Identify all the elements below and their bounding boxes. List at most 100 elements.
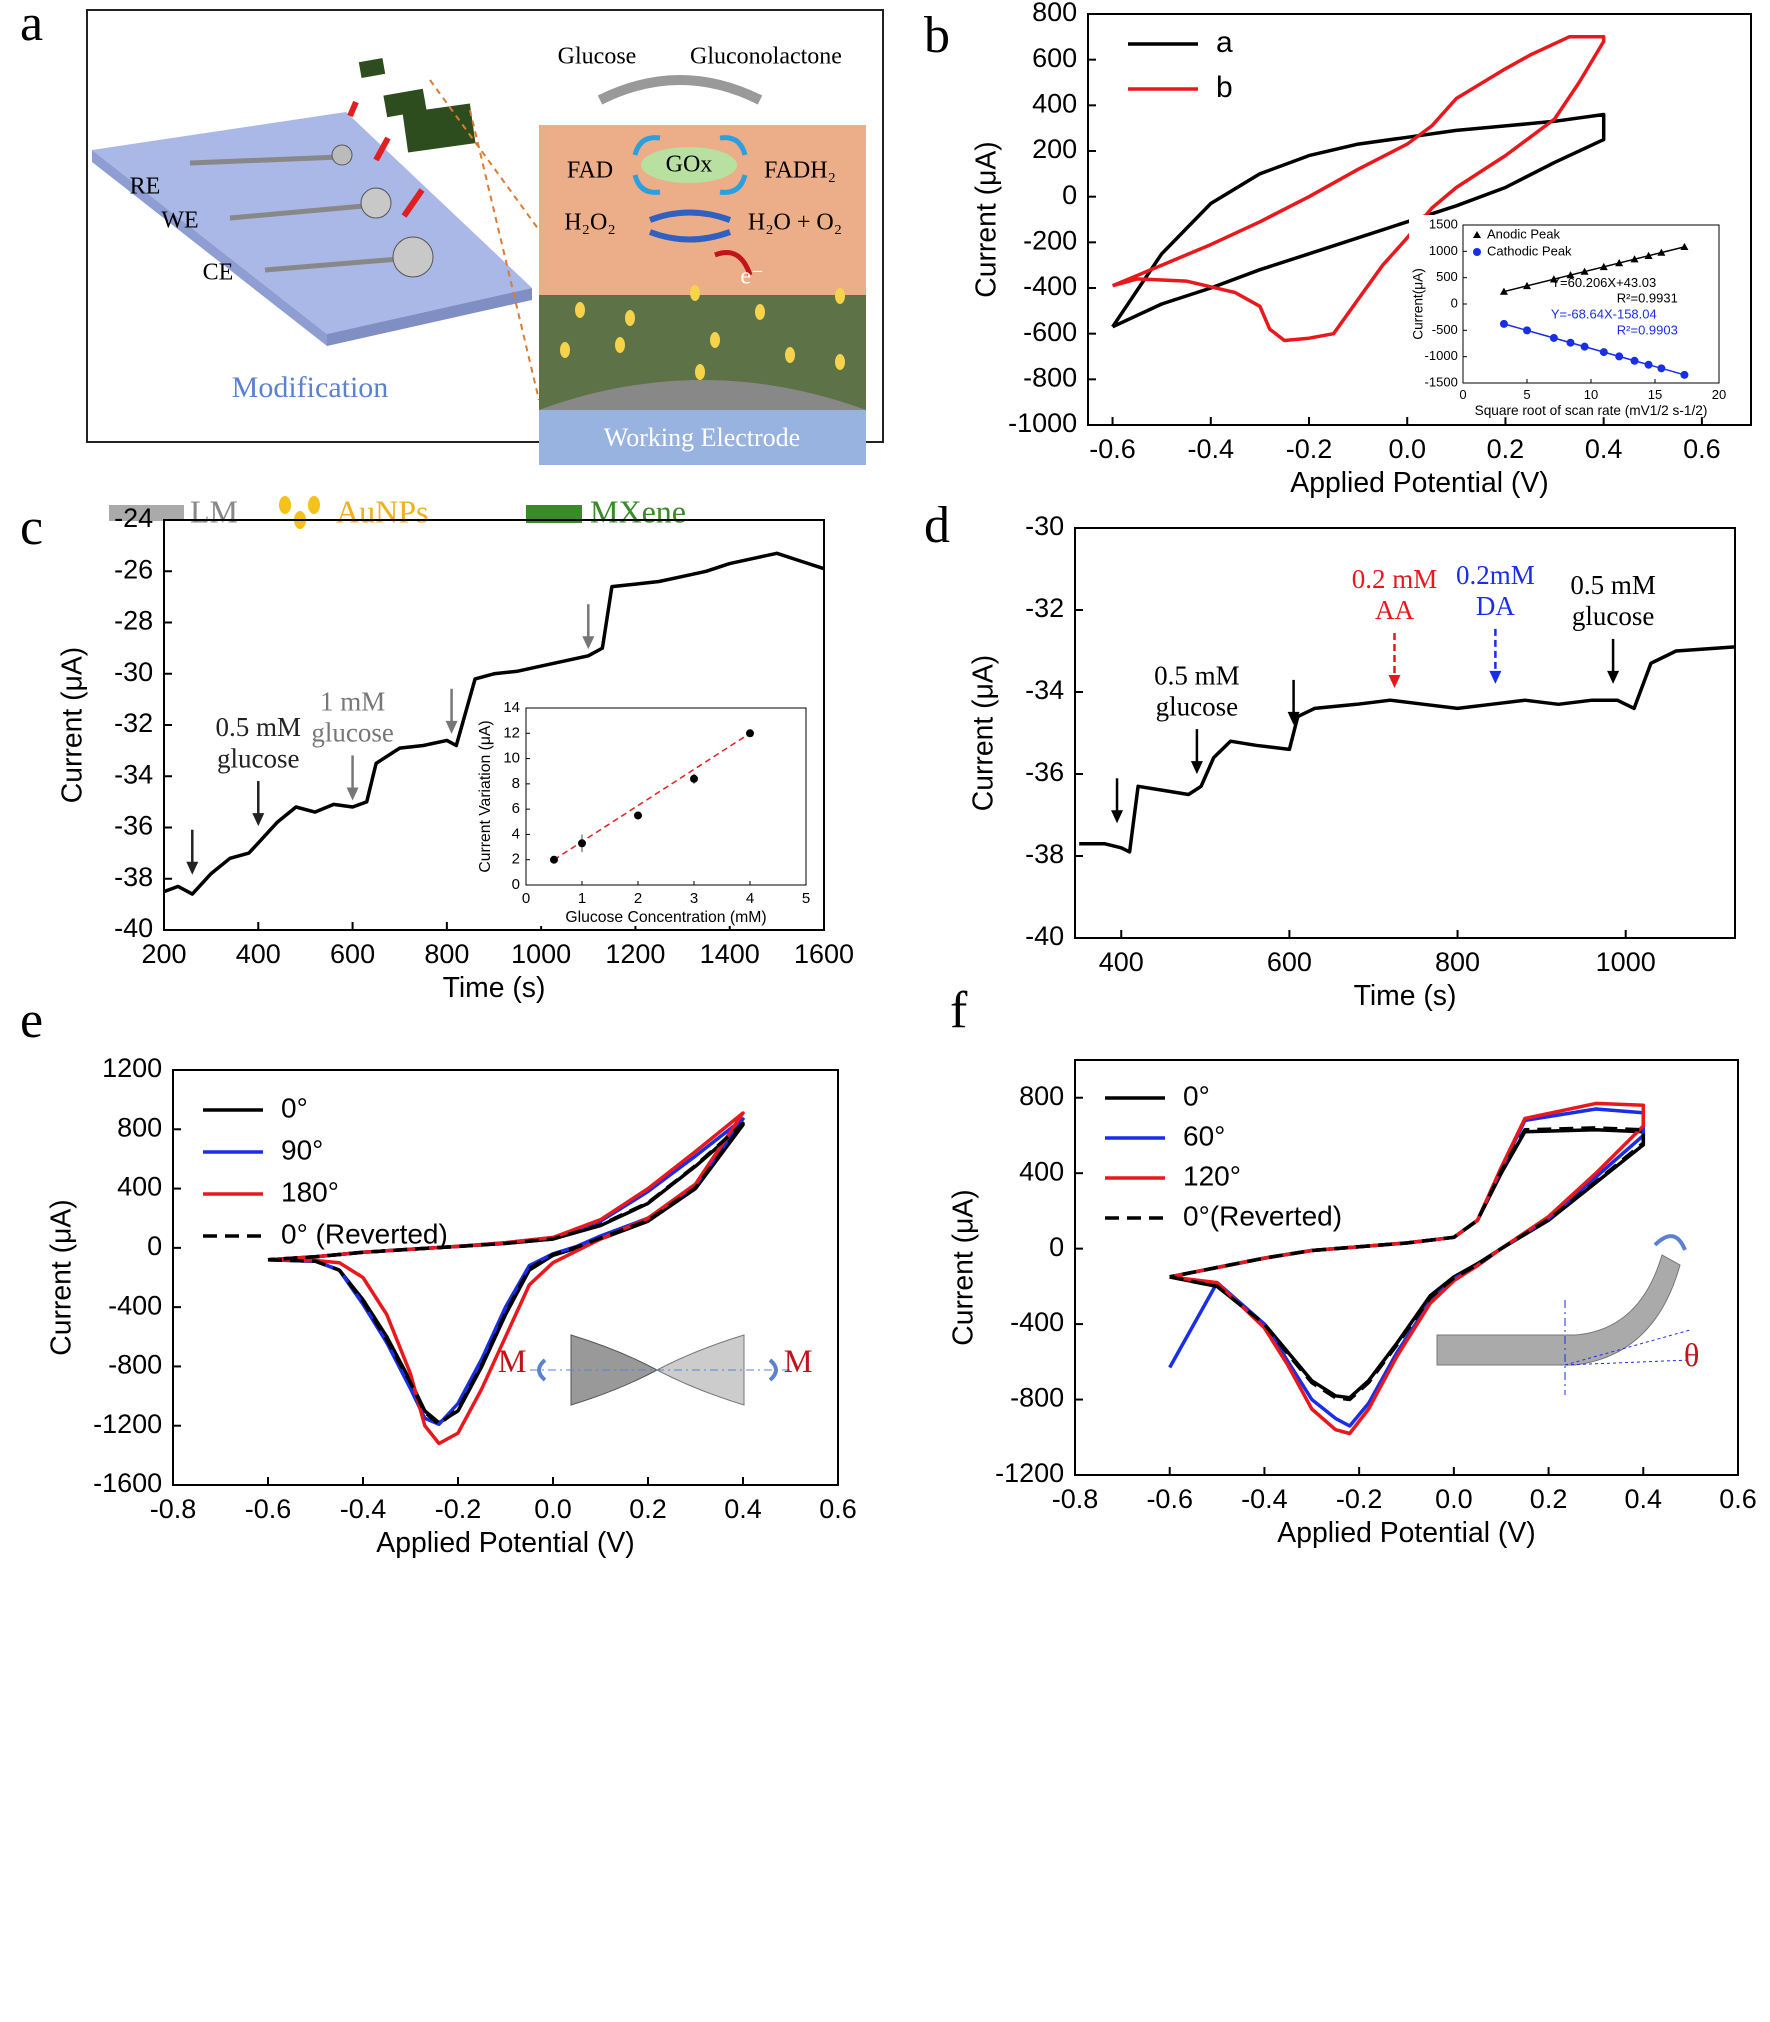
y-tick-label: -38	[114, 862, 153, 892]
annotation: M	[784, 1344, 813, 1380]
arrow-head	[1489, 670, 1502, 684]
panel-label: b	[924, 7, 950, 64]
y-tick-label: -400	[1023, 271, 1077, 301]
data-point	[1644, 360, 1653, 369]
x-tick-label: -0.2	[435, 1494, 482, 1524]
y-tick-label: -38	[1025, 839, 1064, 869]
x-tick-label: 0.0	[1435, 1484, 1473, 1514]
legend-label: 0°	[281, 1092, 308, 1123]
y-tick-label: 400	[117, 1172, 162, 1202]
legend-label: 60°	[1183, 1120, 1225, 1151]
x-tick-label: 20	[1712, 387, 1726, 402]
y-tick-label: -24	[114, 503, 153, 533]
x-tick-label: -0.6	[1089, 434, 1136, 464]
y-tick-label: 1200	[102, 1053, 162, 1083]
legend-label: a	[1216, 26, 1233, 59]
chart-panel: 400 600 800 1000 -40 -38 -36 -34 -32 -30 Time (s) C…	[924, 497, 1736, 1012]
legend-label: 120°	[1183, 1160, 1241, 1191]
y-tick-label: 0	[512, 876, 520, 893]
lead	[264, 255, 412, 273]
x-tick-label: 1200	[605, 939, 665, 969]
x-tick-label: -0.4	[340, 1494, 387, 1524]
y-tick-label: 0	[1451, 295, 1458, 310]
y-tick-label: 8	[512, 775, 520, 792]
legend-label: b	[1216, 71, 1233, 104]
gox	[641, 147, 737, 183]
x-tick-label: -0.4	[1188, 434, 1235, 464]
y-axis-title: Current(μA)	[1411, 268, 1426, 340]
annotation: θ	[1684, 1338, 1700, 1374]
y-tick-label: -1600	[93, 1468, 162, 1498]
fit-line	[1503, 246, 1685, 293]
data-line	[267, 1121, 745, 1426]
x-tick-label: 600	[330, 939, 375, 969]
data-point	[1630, 356, 1639, 365]
y-tick-label: 4	[512, 825, 520, 842]
label: RE	[130, 174, 161, 200]
y-tick-label: -32	[114, 708, 153, 738]
arrow-head	[445, 720, 458, 734]
y-tick-label: 2	[512, 851, 520, 868]
x-tick-label: 0.6	[819, 1494, 857, 1524]
arrow-head	[252, 813, 265, 827]
data-line	[1169, 1101, 1646, 1436]
y-tick-label: 0	[1062, 180, 1077, 210]
x-tick-label: 0.2	[1487, 434, 1525, 464]
data-point	[1615, 352, 1624, 361]
annotation: R²=0.9931	[1617, 291, 1678, 306]
x-tick-label: 10	[1584, 387, 1598, 402]
panel-label: a	[20, 0, 43, 52]
data-line	[1169, 1126, 1646, 1402]
substrate-edge	[327, 288, 532, 346]
legend-label: Anodic Peak	[1487, 226, 1560, 241]
chart-panel: -0.6 -0.4 -0.2 0.0 0.2 0.4 0.6 -1000 -800 -600 -40…	[924, 0, 1752, 499]
legend-label: 0°(Reverted)	[1183, 1200, 1342, 1231]
x-axis-title: Applied Potential (V)	[1277, 1517, 1535, 1549]
legend-label: AuNPs	[336, 493, 428, 529]
label: Gluconolactone	[690, 44, 842, 70]
bend-illustration	[1436, 1234, 1691, 1395]
x-tick-label: 5	[802, 890, 810, 907]
fit-line	[1503, 323, 1685, 376]
y-tick-label: -600	[1023, 317, 1077, 347]
legend-label: 0° (Reverted)	[281, 1218, 448, 1249]
x-tick-label: 1000	[511, 939, 571, 969]
y-tick-label: -1200	[995, 1458, 1064, 1488]
label: FAD	[567, 158, 613, 184]
legend-swatch	[279, 496, 320, 529]
y-tick-label: 1500	[1429, 216, 1458, 231]
annotation: 0.2 mM	[1352, 564, 1438, 594]
x-axis-title: Time (s)	[1354, 980, 1457, 1012]
data-point	[1523, 326, 1531, 335]
label: H₂O + O₂	[748, 210, 842, 236]
data-point	[1523, 281, 1531, 290]
electrode	[331, 144, 353, 166]
data-point	[634, 811, 642, 820]
y-tick-label: -400	[1010, 1307, 1064, 1337]
x-tick-label: -0.2	[1336, 1484, 1383, 1514]
legend-label: 180°	[281, 1176, 339, 1207]
y-tick-label: -200	[1023, 225, 1077, 255]
x-tick-label: 0.6	[1683, 434, 1721, 464]
data-point	[1630, 255, 1639, 263]
y-axis-title: Current (μA)	[45, 1199, 77, 1356]
plot-frame	[525, 707, 807, 886]
legend-label: LM	[190, 493, 238, 529]
plot-frame	[1074, 1059, 1739, 1476]
chart-panel: -0.8 -0.6 -0.4 -0.2 0.0 0.2 0.4 0.6 -1200 -800 -40…	[947, 982, 1756, 1549]
x-tick-label: 0	[522, 890, 530, 907]
label: GOx	[666, 152, 713, 178]
label: Modification	[232, 371, 389, 404]
y-axis-title: Current (μA)	[56, 647, 88, 804]
x-tick-label: -0.8	[150, 1494, 197, 1524]
y-tick-label: -30	[1025, 511, 1064, 541]
x-tick-label: 0	[1459, 387, 1466, 402]
x-tick-label: 5	[1523, 387, 1530, 402]
x-tick-label: 0.0	[1388, 434, 1426, 464]
arrow-head	[346, 787, 359, 801]
arrow-head	[1388, 675, 1401, 688]
y-tick-label: 12	[503, 724, 520, 741]
data-point	[1657, 364, 1666, 373]
